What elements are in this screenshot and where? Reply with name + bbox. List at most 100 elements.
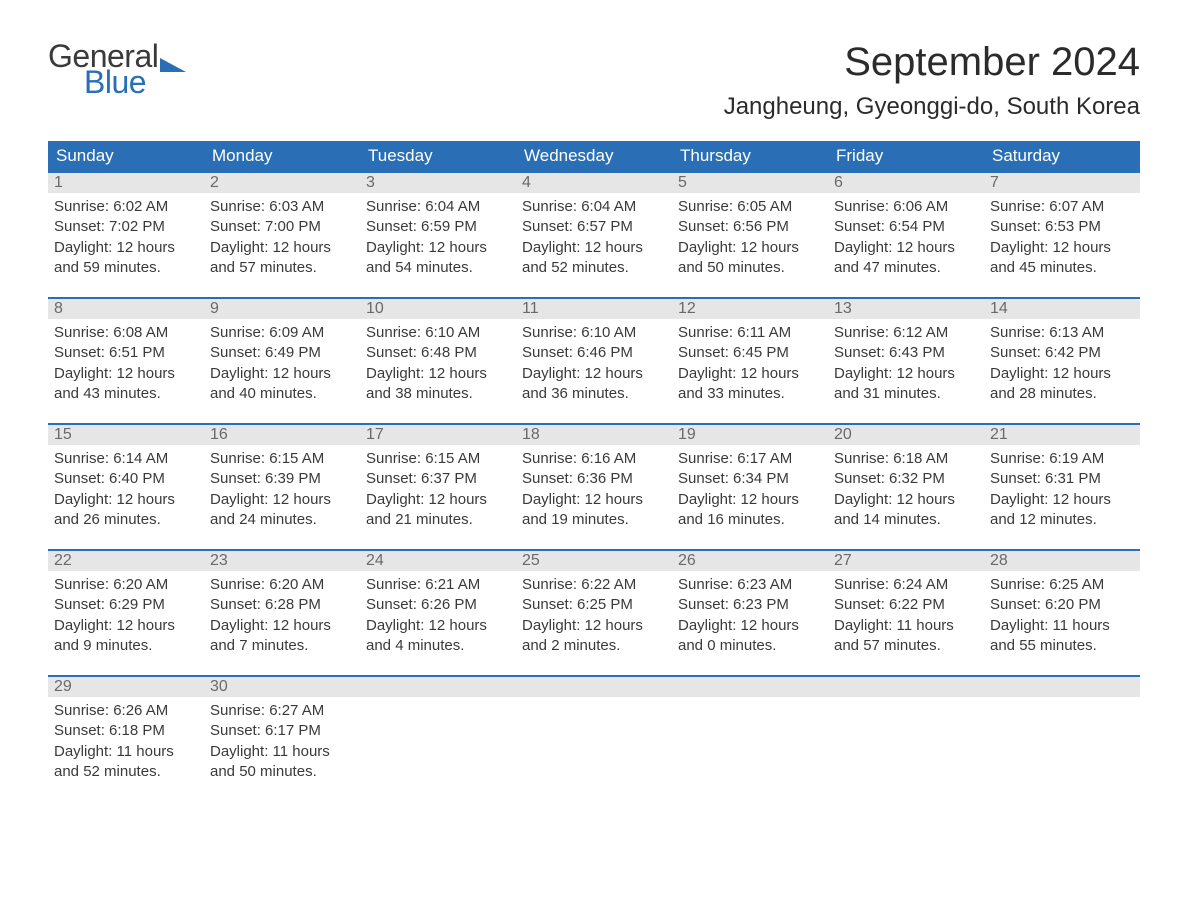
day-cell: 22Sunrise: 6:20 AMSunset: 6:29 PMDayligh… [48,549,204,675]
day-cell: 24Sunrise: 6:21 AMSunset: 6:26 PMDayligh… [360,549,516,675]
day-content: Sunrise: 6:20 AMSunset: 6:29 PMDaylight:… [48,571,204,666]
weekday-header: Tuesday [360,141,516,171]
day-number: 1 [48,173,204,193]
day-number-empty [984,677,1140,697]
day-cell: 30Sunrise: 6:27 AMSunset: 6:17 PMDayligh… [204,675,360,801]
logo-text-blue: Blue [84,66,186,98]
day-content: Sunrise: 6:15 AMSunset: 6:37 PMDaylight:… [360,445,516,540]
day-content: Sunrise: 6:04 AMSunset: 6:57 PMDaylight:… [516,193,672,288]
day-cell: 13Sunrise: 6:12 AMSunset: 6:43 PMDayligh… [828,297,984,423]
day-content: Sunrise: 6:08 AMSunset: 6:51 PMDaylight:… [48,319,204,414]
day-content: Sunrise: 6:20 AMSunset: 6:28 PMDaylight:… [204,571,360,666]
day-number: 22 [48,551,204,571]
day-cell: 29Sunrise: 6:26 AMSunset: 6:18 PMDayligh… [48,675,204,801]
day-content: Sunrise: 6:22 AMSunset: 6:25 PMDaylight:… [516,571,672,666]
day-content: Sunrise: 6:19 AMSunset: 6:31 PMDaylight:… [984,445,1140,540]
day-cell: 28Sunrise: 6:25 AMSunset: 6:20 PMDayligh… [984,549,1140,675]
day-cell: 8Sunrise: 6:08 AMSunset: 6:51 PMDaylight… [48,297,204,423]
day-content: Sunrise: 6:03 AMSunset: 7:00 PMDaylight:… [204,193,360,288]
day-cell: 15Sunrise: 6:14 AMSunset: 6:40 PMDayligh… [48,423,204,549]
day-number: 14 [984,299,1140,319]
day-content: Sunrise: 6:15 AMSunset: 6:39 PMDaylight:… [204,445,360,540]
day-number: 23 [204,551,360,571]
day-cell: 27Sunrise: 6:24 AMSunset: 6:22 PMDayligh… [828,549,984,675]
day-content: Sunrise: 6:14 AMSunset: 6:40 PMDaylight:… [48,445,204,540]
day-cell: 4Sunrise: 6:04 AMSunset: 6:57 PMDaylight… [516,171,672,297]
day-content: Sunrise: 6:04 AMSunset: 6:59 PMDaylight:… [360,193,516,288]
day-cell: 21Sunrise: 6:19 AMSunset: 6:31 PMDayligh… [984,423,1140,549]
day-number: 21 [984,425,1140,445]
day-number: 8 [48,299,204,319]
weekday-header: Wednesday [516,141,672,171]
header: General Blue September 2024 Jangheung, G… [48,40,1140,135]
logo: General Blue [48,40,186,98]
day-cell: 25Sunrise: 6:22 AMSunset: 6:25 PMDayligh… [516,549,672,675]
day-content: Sunrise: 6:13 AMSunset: 6:42 PMDaylight:… [984,319,1140,414]
day-number: 11 [516,299,672,319]
day-cell: 19Sunrise: 6:17 AMSunset: 6:34 PMDayligh… [672,423,828,549]
day-number: 4 [516,173,672,193]
day-cell: 7Sunrise: 6:07 AMSunset: 6:53 PMDaylight… [984,171,1140,297]
day-cell: 2Sunrise: 6:03 AMSunset: 7:00 PMDaylight… [204,171,360,297]
day-content: Sunrise: 6:24 AMSunset: 6:22 PMDaylight:… [828,571,984,666]
day-content: Sunrise: 6:06 AMSunset: 6:54 PMDaylight:… [828,193,984,288]
day-number: 18 [516,425,672,445]
day-cell: 17Sunrise: 6:15 AMSunset: 6:37 PMDayligh… [360,423,516,549]
day-number: 3 [360,173,516,193]
day-number: 2 [204,173,360,193]
day-cell [984,675,1140,801]
day-content: Sunrise: 6:10 AMSunset: 6:46 PMDaylight:… [516,319,672,414]
day-cell: 11Sunrise: 6:10 AMSunset: 6:46 PMDayligh… [516,297,672,423]
day-number: 12 [672,299,828,319]
day-content: Sunrise: 6:17 AMSunset: 6:34 PMDaylight:… [672,445,828,540]
weekday-header: Saturday [984,141,1140,171]
page-title: September 2024 [724,40,1140,85]
day-cell: 18Sunrise: 6:16 AMSunset: 6:36 PMDayligh… [516,423,672,549]
location-subtitle: Jangheung, Gyeonggi-do, South Korea [724,93,1140,121]
day-content: Sunrise: 6:16 AMSunset: 6:36 PMDaylight:… [516,445,672,540]
day-content: Sunrise: 6:18 AMSunset: 6:32 PMDaylight:… [828,445,984,540]
weekday-header: Friday [828,141,984,171]
title-block: September 2024 Jangheung, Gyeonggi-do, S… [724,40,1140,135]
day-number: 16 [204,425,360,445]
day-number: 24 [360,551,516,571]
day-number-empty [672,677,828,697]
day-number: 19 [672,425,828,445]
day-number-empty [360,677,516,697]
day-content: Sunrise: 6:25 AMSunset: 6:20 PMDaylight:… [984,571,1140,666]
day-number: 27 [828,551,984,571]
day-content: Sunrise: 6:27 AMSunset: 6:17 PMDaylight:… [204,697,360,792]
day-number: 5 [672,173,828,193]
day-cell: 6Sunrise: 6:06 AMSunset: 6:54 PMDaylight… [828,171,984,297]
day-content: Sunrise: 6:11 AMSunset: 6:45 PMDaylight:… [672,319,828,414]
day-cell [360,675,516,801]
day-content: Sunrise: 6:26 AMSunset: 6:18 PMDaylight:… [48,697,204,792]
day-content: Sunrise: 6:02 AMSunset: 7:02 PMDaylight:… [48,193,204,288]
day-cell [516,675,672,801]
day-number-empty [828,677,984,697]
day-number: 6 [828,173,984,193]
day-content: Sunrise: 6:05 AMSunset: 6:56 PMDaylight:… [672,193,828,288]
day-number: 7 [984,173,1140,193]
day-cell: 20Sunrise: 6:18 AMSunset: 6:32 PMDayligh… [828,423,984,549]
day-number: 28 [984,551,1140,571]
day-content: Sunrise: 6:10 AMSunset: 6:48 PMDaylight:… [360,319,516,414]
day-number: 20 [828,425,984,445]
day-cell: 3Sunrise: 6:04 AMSunset: 6:59 PMDaylight… [360,171,516,297]
day-number: 17 [360,425,516,445]
day-cell: 14Sunrise: 6:13 AMSunset: 6:42 PMDayligh… [984,297,1140,423]
day-number: 9 [204,299,360,319]
day-content: Sunrise: 6:07 AMSunset: 6:53 PMDaylight:… [984,193,1140,288]
day-number: 25 [516,551,672,571]
day-number: 29 [48,677,204,697]
day-cell: 12Sunrise: 6:11 AMSunset: 6:45 PMDayligh… [672,297,828,423]
day-cell [828,675,984,801]
day-number: 13 [828,299,984,319]
day-cell: 5Sunrise: 6:05 AMSunset: 6:56 PMDaylight… [672,171,828,297]
day-content: Sunrise: 6:12 AMSunset: 6:43 PMDaylight:… [828,319,984,414]
weekday-header: Thursday [672,141,828,171]
day-number: 10 [360,299,516,319]
day-cell: 9Sunrise: 6:09 AMSunset: 6:49 PMDaylight… [204,297,360,423]
calendar-grid: SundayMondayTuesdayWednesdayThursdayFrid… [48,141,1140,801]
day-cell: 23Sunrise: 6:20 AMSunset: 6:28 PMDayligh… [204,549,360,675]
